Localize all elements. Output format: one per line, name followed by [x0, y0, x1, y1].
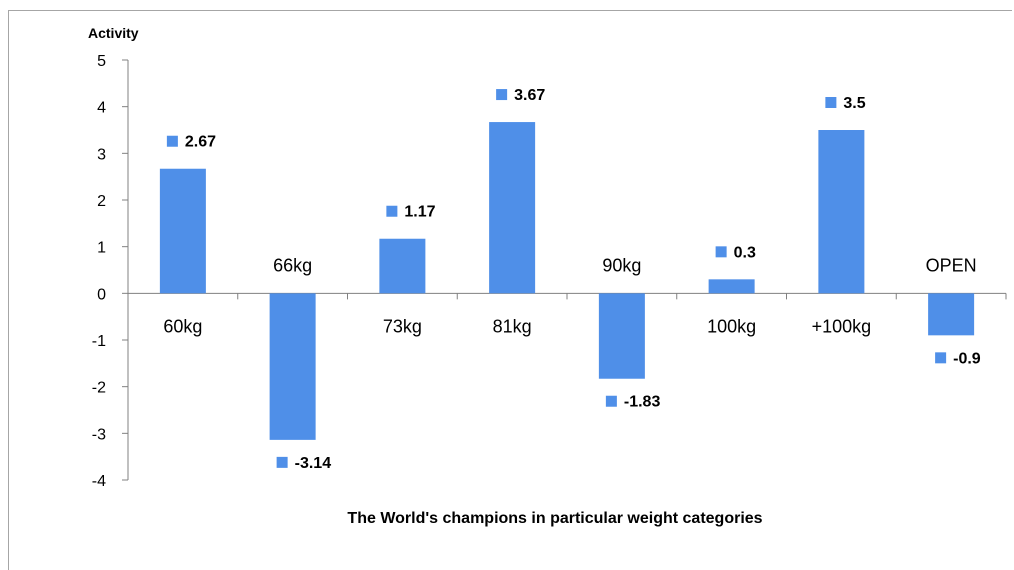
category-label: OPEN: [926, 255, 977, 275]
data-label-key: [715, 246, 727, 258]
data-label: 3.67: [514, 87, 545, 104]
chart-title: The World's champions in particular weig…: [347, 510, 762, 527]
y-tick-label: 3: [97, 146, 106, 163]
category-label: 73kg: [383, 316, 422, 336]
bar-OPEN: [928, 293, 975, 336]
data-label: -0.9: [953, 350, 981, 367]
data-label: 0.3: [734, 244, 756, 261]
y-tick-label: -1: [92, 333, 106, 350]
bar-100kg: [708, 279, 755, 294]
data-label-key: [166, 135, 178, 147]
category-label: 66kg: [273, 255, 312, 275]
bar-66kg: [269, 293, 316, 440]
data-label-key: [605, 395, 617, 407]
y-tick-label: -3: [92, 426, 106, 443]
category-label: 60kg: [163, 316, 202, 336]
y-tick-label: 0: [97, 286, 106, 303]
data-label-key: [825, 97, 837, 108]
data-label: 3.5: [843, 95, 865, 112]
y-tick-label: 2: [97, 193, 106, 210]
data-label-key: [496, 89, 508, 101]
bar-81kg: [489, 122, 536, 294]
chart-frame: [8, 10, 1012, 570]
y-tick-label: 4: [97, 100, 106, 117]
y-tick-label: 1: [97, 240, 106, 257]
category-label: 81kg: [493, 316, 532, 336]
y-tick-label: 5: [97, 53, 106, 70]
bar-90kg: [598, 293, 645, 379]
data-label: 1.17: [404, 204, 435, 221]
bar-layer: [159, 122, 975, 440]
category-label: 100kg: [707, 316, 756, 336]
y-tick-label: -4: [92, 473, 106, 490]
y-axis-title: Activity: [88, 25, 139, 41]
category-label: +100kg: [812, 316, 872, 336]
category-label: 90kg: [602, 255, 641, 275]
data-label: -1.83: [624, 394, 661, 411]
data-label-key: [386, 205, 398, 217]
data-label: 2.67: [185, 134, 216, 151]
bar-60kg: [159, 168, 206, 294]
data-label: -3.14: [295, 455, 332, 472]
axis-layer: 5 4 3 2 1 0 -1 -2 -3 -4: [92, 53, 1007, 490]
data-label-key: [935, 352, 947, 364]
label-layer: 60kg 2.67 66kg -3.14 73kg 1.17 81kg 3.67 90kg -1.…: [163, 87, 980, 472]
bar-73kg: [379, 238, 426, 294]
bar-100kg: [818, 130, 865, 294]
data-label-key: [276, 456, 288, 468]
y-tick-label: -2: [92, 380, 106, 397]
